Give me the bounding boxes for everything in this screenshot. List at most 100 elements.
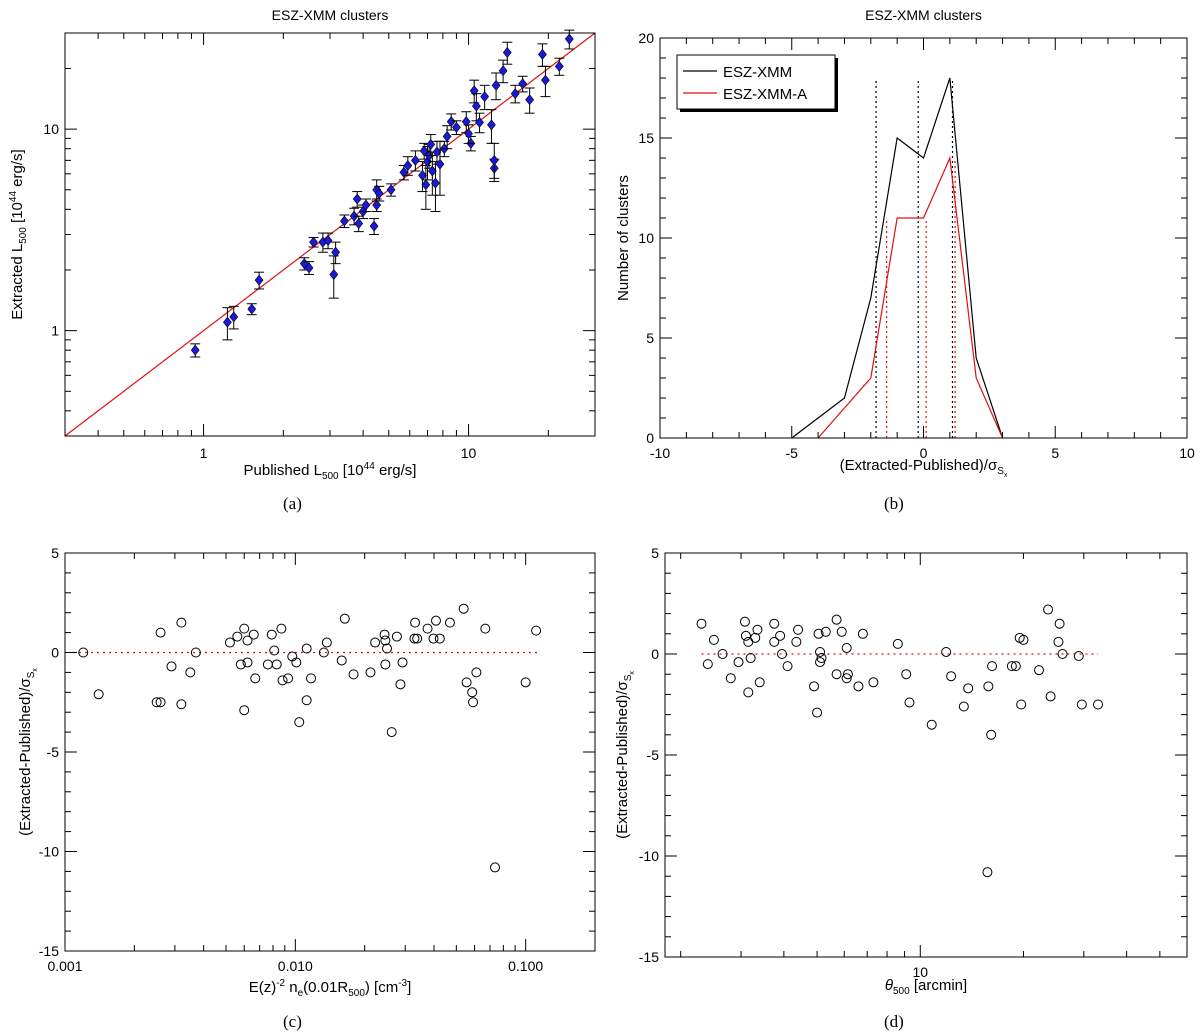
chart-a-point (372, 199, 382, 211)
chart-c-ylabel-part: (Extracted-Published)/σ (17, 678, 34, 836)
chart-a-ylabel-part: Extracted L (9, 244, 26, 320)
chart-c-point (430, 615, 441, 626)
chart-c-point (380, 635, 391, 646)
chart-d-point (963, 683, 974, 694)
chart-c-point (78, 647, 89, 658)
chart-c-point (422, 623, 433, 634)
chart-c-point (391, 631, 402, 642)
chart-a-point (498, 65, 508, 77)
chart-b-ytick-label: 0 (646, 430, 654, 446)
chart-c-ytick-label: -15 (39, 943, 59, 959)
chart-d-ytick-label: -10 (639, 848, 659, 864)
chart-c-xtick-label: 0.001 (47, 958, 82, 974)
chart-c-point (458, 603, 469, 614)
chart-a-point (419, 145, 429, 157)
chart-c-xlabel-part: ] (407, 979, 411, 996)
chart-a-point (340, 215, 349, 227)
chart-d-point (702, 659, 713, 670)
chart-c-point (428, 633, 439, 644)
chart-d-point (740, 630, 751, 641)
chart-a-xlabel-part: [10 (339, 462, 364, 479)
chart-d-xlabel-part: 500 (893, 986, 910, 997)
chart-c-point (239, 705, 250, 716)
chart-d-point (1033, 665, 1044, 676)
chart-d-point (717, 649, 728, 659)
chart-c-xlabel: E(z)-2 ne(0.01R500) [cm-3] (249, 978, 412, 999)
chart-c-ylabel: (Extracted-Published)/σSx (17, 668, 39, 836)
chart-d-point (1093, 699, 1104, 710)
chart-d-point (696, 618, 707, 629)
chart-c-xlabel-part: (0.01R (303, 979, 348, 996)
chart-a-point (510, 88, 520, 100)
chart-c-point (176, 617, 187, 628)
chart-c-point (339, 613, 350, 624)
chart-a-title: ESZ-XMM clusters (272, 7, 389, 23)
chart-a-xlabel-part: erg/s] (375, 462, 417, 479)
chart-a-xlabel-part: 500 (322, 471, 339, 482)
chart-d-point (987, 661, 998, 672)
chart-d-point (1053, 636, 1064, 647)
chart-c-point (93, 689, 104, 700)
chart-c-point (321, 637, 332, 648)
chart-d-ytick-label: 0 (651, 646, 659, 662)
chart-c-point (348, 669, 359, 680)
chart-d-point (1010, 661, 1021, 672)
chart-c-point (176, 699, 187, 710)
chart-d-point (815, 657, 826, 668)
chart-d-point (775, 630, 786, 641)
chart-b-xtick-label: 10 (1179, 445, 1195, 461)
chart-a-point (331, 246, 340, 258)
chart-d-point (754, 677, 765, 688)
chart-c-point (471, 667, 482, 678)
chart-d-point (1057, 649, 1068, 659)
chart-a-point (361, 199, 371, 211)
chart-c-xlabel-part: e (298, 988, 304, 999)
chart-a-point (480, 91, 490, 103)
chart-c-point (318, 647, 329, 658)
chart-c-point (239, 623, 250, 634)
caption-d: (d) (884, 1012, 904, 1031)
chart-c-point (434, 633, 445, 644)
chart-d-point (1054, 618, 1065, 629)
chart-d-point (816, 653, 827, 664)
chart-c-point (276, 623, 287, 634)
chart-b-ytick-label: 15 (638, 130, 654, 146)
chart-a-point (426, 138, 436, 150)
chart-d-point (812, 707, 823, 718)
chart-c-point (271, 659, 282, 670)
chart-c-point (291, 657, 302, 668)
chart-b-series-esz-xmm-a (817, 155, 1004, 439)
chart-d-ylabel-part: x (629, 671, 636, 675)
chart-c-point (266, 629, 277, 640)
chart-c-point (412, 633, 423, 644)
chart-c-point (155, 627, 166, 638)
chart-c-point (235, 659, 246, 670)
chart-c-ytick-label: 0 (51, 645, 59, 661)
chart-a-point (461, 116, 471, 128)
chart-a-point (525, 94, 535, 106)
chart-c-point (151, 697, 162, 708)
chart-d-point (986, 729, 997, 740)
chart-c-point (190, 647, 201, 658)
chart-a-point (190, 344, 200, 356)
chart-d-point (782, 661, 793, 672)
chart-a-ylabel-part: 44 (8, 191, 19, 203)
chart-c-xlabel-part: ) [cm (365, 979, 398, 996)
chart-d-point (892, 638, 903, 649)
chart-d-point (1018, 634, 1029, 645)
chart-c-point (283, 673, 294, 684)
chart-c-ytick-label: -5 (47, 744, 60, 760)
chart-c-point (490, 862, 501, 873)
chart-d-point (868, 677, 879, 688)
chart-b-xlabel-part: (Extracted-Published)/σ (840, 457, 998, 474)
chart-d-point (793, 624, 804, 635)
chart-b-xlabel: (Extracted-Published)/σSx (840, 457, 1008, 479)
chart-c-xtick-label: 0.010 (278, 958, 313, 974)
chart-b-xlabel-part: S (997, 466, 1004, 477)
chart-c-xlabel-part: n (285, 979, 298, 996)
chart-c-point (336, 655, 347, 666)
chart-d-xlabel: θ500 [arcmin] (885, 977, 967, 997)
chart-a-point (411, 154, 420, 166)
chart-a-point (489, 154, 499, 166)
chart-d-point (739, 616, 750, 627)
